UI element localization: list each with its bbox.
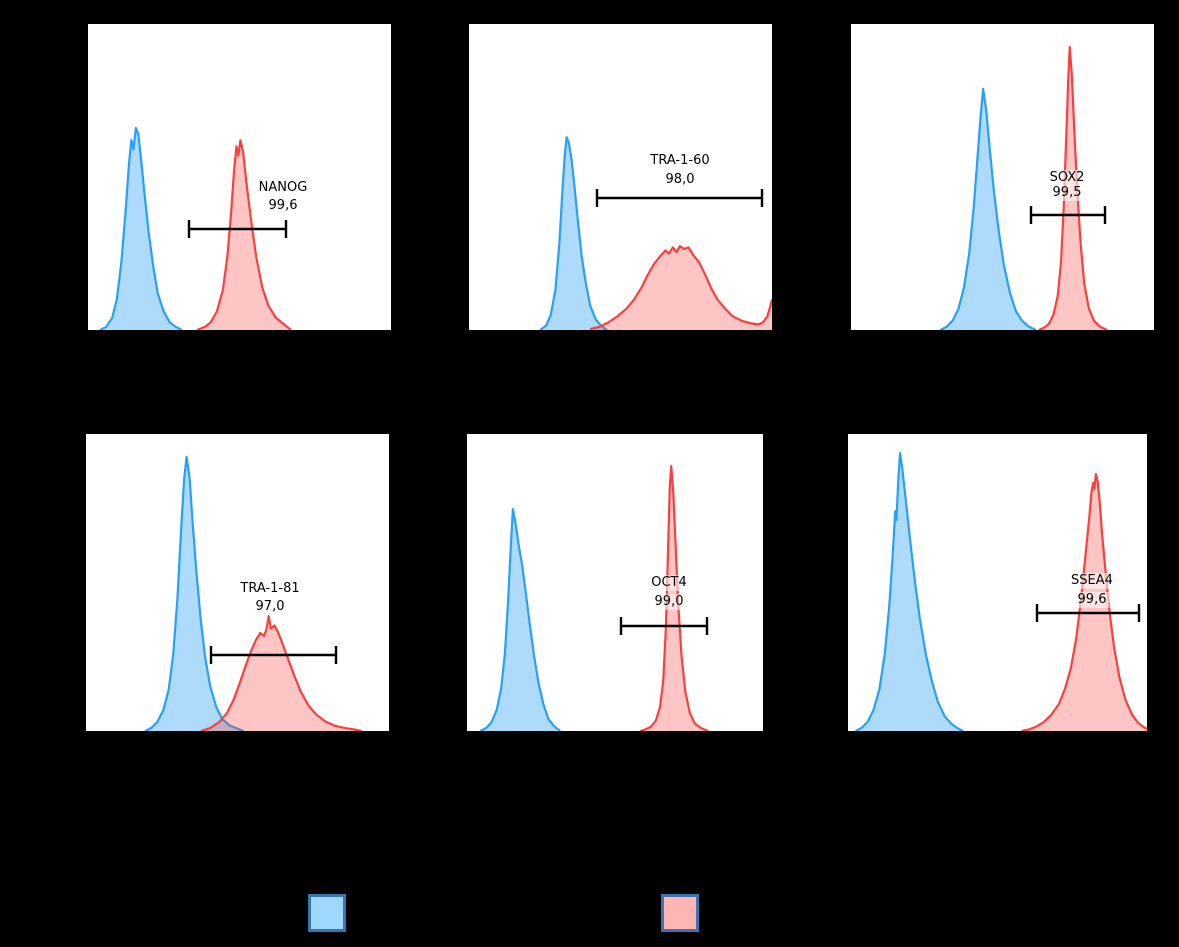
red-distribution-fill xyxy=(590,246,772,330)
blue-distribution-fill xyxy=(855,453,964,731)
gate-bracket xyxy=(187,220,288,238)
red-distribution-outline xyxy=(1039,47,1107,330)
red-distribution-outline xyxy=(201,616,362,731)
marker-percent-label: 97,0 xyxy=(252,599,288,615)
gate-bracket xyxy=(619,617,709,635)
red-distribution-outline xyxy=(1021,474,1147,731)
blue-distribution-outline xyxy=(480,509,560,731)
blue-distribution-outline xyxy=(855,453,963,731)
marker-name-label: TRA-1-81 xyxy=(237,581,303,597)
marker-name-label: OCT4 xyxy=(648,575,690,591)
marker-percent-label: 98,0 xyxy=(662,172,698,188)
histogram-panel-tra-1-60: TRA-1-60 98,0 xyxy=(469,24,772,330)
legend-swatch-blue xyxy=(308,894,346,932)
marker-name-label: NANOG xyxy=(255,180,311,196)
red-distribution-fill xyxy=(197,140,292,330)
gate-bracket xyxy=(1029,206,1107,224)
red-distribution-outline xyxy=(197,140,291,330)
gate-bracket xyxy=(595,189,764,207)
marker-percent-label: 99,6 xyxy=(1074,592,1110,608)
red-distribution-outline xyxy=(640,466,708,731)
gate-bracket xyxy=(1035,604,1141,622)
histogram-panel-ssea4: SSEA4 99,6 xyxy=(848,434,1147,731)
blue-distribution-outline xyxy=(940,89,1035,330)
blue-distribution-fill xyxy=(100,128,182,330)
histogram-panel-sox2: SOX2 99,5 xyxy=(851,24,1154,330)
blue-distribution-outline xyxy=(540,137,607,330)
marker-percent-label: 99,5 xyxy=(1049,185,1085,201)
red-distribution-fill xyxy=(201,616,362,731)
marker-percent-label: 99,6 xyxy=(265,198,301,214)
blue-distribution-fill xyxy=(940,88,1036,330)
legend-swatch-pink xyxy=(661,894,699,932)
marker-name-label: TRA-1-60 xyxy=(647,153,713,169)
histogram-panel-tra-1-81: TRA-1-81 97,0 xyxy=(86,434,389,731)
blue-distribution-fill xyxy=(480,509,561,731)
blue-distribution-fill xyxy=(145,456,244,731)
gate-bracket xyxy=(209,646,338,664)
blue-distribution-outline xyxy=(100,128,182,330)
red-distribution-outline xyxy=(590,246,772,329)
histogram-panel-nanog: NANOG 99,6 xyxy=(88,24,391,330)
blue-distribution-outline xyxy=(145,457,243,731)
marker-percent-label: 99,0 xyxy=(651,594,687,610)
marker-name-label: SSEA4 xyxy=(1068,573,1116,589)
histogram-panel-oct4: OCT4 99,0 xyxy=(467,434,763,731)
marker-name-label: SOX2 xyxy=(1046,170,1088,186)
